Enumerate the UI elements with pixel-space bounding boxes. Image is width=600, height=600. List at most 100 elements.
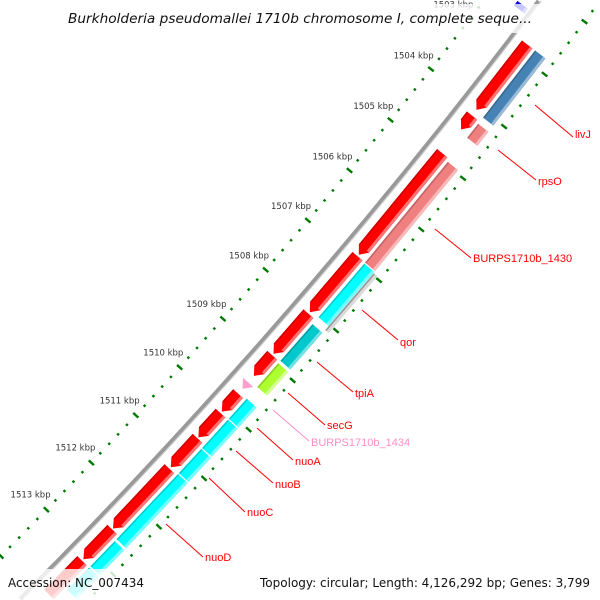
gene-body[interactable] <box>116 474 188 549</box>
gene-label-qor[interactable]: qor <box>361 309 416 349</box>
gene-body[interactable] <box>273 309 314 354</box>
gene-label-secG[interactable]: secG <box>287 392 353 432</box>
gene-rpsO[interactable] <box>467 123 489 146</box>
gene-feature-7[interactable] <box>242 378 254 389</box>
minor-tick-inner <box>526 93 531 97</box>
gene-body[interactable] <box>83 524 117 560</box>
gene-label-text[interactable]: nuoC <box>247 507 273 519</box>
label-leader-line <box>361 309 399 341</box>
gene-label-BURPS1710b_1430[interactable]: BURPS1710b_1430 <box>434 228 572 265</box>
gene-feature-26[interactable] <box>90 541 125 576</box>
gene-bevel-light <box>178 440 203 466</box>
gene-body[interactable] <box>170 433 203 468</box>
gene-bevel-dark <box>280 324 314 362</box>
minor-tick-inner <box>273 398 277 402</box>
gene-body[interactable] <box>228 398 257 428</box>
gene-body[interactable] <box>318 263 375 326</box>
gene-label-text[interactable]: secG <box>327 420 353 432</box>
gene-tpiA[interactable] <box>280 324 323 370</box>
gene-label-rpsO[interactable]: rpsO <box>497 149 562 188</box>
minor-tick-inner <box>299 368 304 373</box>
gene-label-text[interactable]: rpsO <box>538 176 562 188</box>
gene-feature-4[interactable] <box>309 252 363 313</box>
gene-body[interactable] <box>257 363 289 396</box>
minor-tick-inner <box>558 51 563 56</box>
minor-tick-inner <box>411 237 415 242</box>
gene-feature-5[interactable] <box>273 309 314 354</box>
gene-label-text[interactable]: BURPS1710b_1434 <box>311 437 410 449</box>
gene-body[interactable] <box>198 408 226 438</box>
gene-feature-6[interactable] <box>253 350 278 376</box>
gene-body[interactable] <box>242 378 254 389</box>
gene-label-nuoA[interactable]: nuoA <box>256 427 321 468</box>
minor-tick-outer <box>405 97 409 102</box>
gene-label-text[interactable]: nuoA <box>295 456 321 468</box>
minor-tick-inner <box>534 83 539 87</box>
backbone-highlight <box>22 0 542 600</box>
gene-label-text[interactable]: livJ <box>575 129 591 141</box>
gene-label-text[interactable]: nuoD <box>205 552 231 564</box>
gene-feature-11[interactable] <box>113 464 175 529</box>
major-tick-inner <box>245 426 253 433</box>
minor-tick-inner <box>452 186 457 191</box>
gene-feature-9[interactable] <box>198 408 226 438</box>
label-leader-line <box>272 409 310 442</box>
gene-feature-8[interactable] <box>221 389 243 412</box>
gene-nuoC[interactable] <box>178 449 211 482</box>
gene-label-livJ[interactable]: livJ <box>534 104 591 141</box>
gene-body[interactable] <box>202 419 238 457</box>
gene-body[interactable] <box>476 40 533 110</box>
major-tick-outer <box>427 65 435 73</box>
minor-tick-inner <box>402 248 407 252</box>
gene-secG[interactable] <box>257 363 289 396</box>
minor-tick-inner <box>129 553 134 558</box>
gene-label-BURPS1710b_1434[interactable]: BURPS1710b_1434 <box>272 409 410 449</box>
gene-feature-19[interactable] <box>325 273 378 333</box>
minor-tick-outer <box>125 423 129 427</box>
gene-label-text[interactable]: tpiA <box>355 388 375 400</box>
gene-nuoB[interactable] <box>202 419 238 457</box>
gene-label-text[interactable]: nuoB <box>275 479 301 491</box>
gene-body[interactable] <box>483 50 546 126</box>
minor-tick-inner <box>444 197 449 201</box>
gene-body[interactable] <box>178 449 211 482</box>
gene-feature-10[interactable] <box>170 433 203 468</box>
gene-label-nuoD[interactable]: nuoD <box>165 523 231 564</box>
gene-livJ[interactable] <box>483 50 546 126</box>
gene-bevel-light <box>229 395 243 411</box>
accession-text: Accession: NC_007434 <box>8 575 144 590</box>
gene-body[interactable] <box>90 541 125 576</box>
gene-body[interactable] <box>253 350 278 376</box>
gene-label-text[interactable]: BURPS1710b_1430 <box>473 253 572 265</box>
gene-feature-2[interactable] <box>460 111 478 130</box>
gene-body[interactable] <box>113 464 175 529</box>
minor-tick-inner <box>282 388 286 392</box>
gene-nuoD[interactable] <box>116 474 188 549</box>
minor-tick-outer <box>289 238 293 242</box>
gene-body[interactable] <box>221 389 243 412</box>
gene-body[interactable] <box>358 149 448 255</box>
gene-bevel-light <box>326 274 378 333</box>
gene-nuoA[interactable] <box>228 398 257 428</box>
gene-label-nuoC[interactable]: nuoC <box>208 477 273 519</box>
gene-label-tpiA[interactable]: tpiA <box>316 361 375 400</box>
minor-tick-inner <box>574 30 579 34</box>
gene-bevel-dark <box>228 398 248 420</box>
gene-feature-12[interactable] <box>83 524 117 560</box>
gene-feature-1[interactable] <box>476 40 533 110</box>
gene-body[interactable] <box>309 252 363 313</box>
gene-label-text[interactable]: qor <box>400 337 416 349</box>
gene-feature-3[interactable] <box>358 149 448 255</box>
minor-tick-outer <box>356 158 360 163</box>
gene-body[interactable] <box>467 123 489 146</box>
gene-body[interactable] <box>365 161 458 271</box>
gene-qor[interactable] <box>318 263 375 326</box>
minor-tick-outer <box>195 346 199 350</box>
gene-body[interactable] <box>280 324 323 370</box>
gene-label-nuoB[interactable]: nuoB <box>235 450 301 491</box>
gene-bevel-light <box>121 471 175 528</box>
gene-BURPS1710b_1430[interactable] <box>365 161 458 271</box>
